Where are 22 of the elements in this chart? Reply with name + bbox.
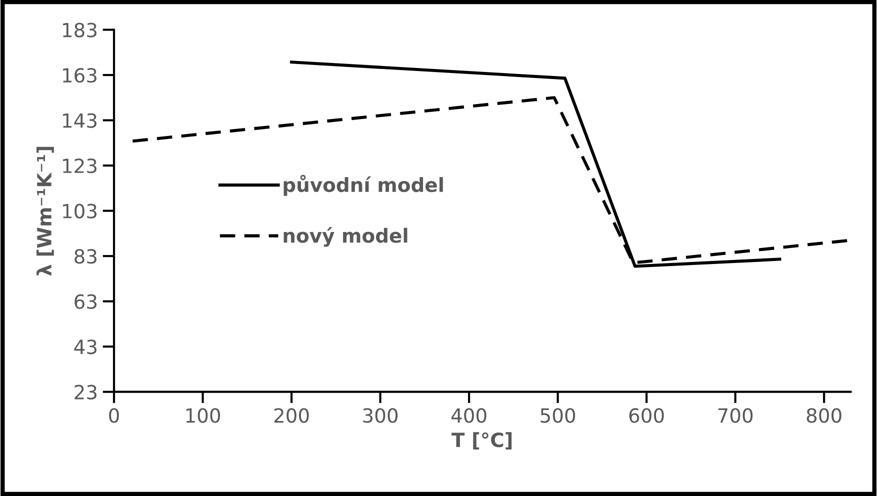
x-tick-label: 800 — [806, 408, 842, 423]
y-tick-label: 63 — [74, 294, 96, 309]
x-axis-title: T [°C] — [452, 432, 512, 450]
y-axis-title: λ [Wm⁻¹K⁻¹] — [36, 146, 54, 276]
y-tick-label: 83 — [74, 249, 96, 264]
y-tick-label: 163 — [63, 68, 96, 83]
y-tick-label: 123 — [63, 158, 96, 174]
x-tick-label: 500 — [540, 408, 576, 423]
x-tick-label: 0 — [109, 408, 119, 423]
x-tick-label: 200 — [274, 408, 309, 423]
x-tick-label: 400 — [451, 408, 486, 423]
y-tick-label: 103 — [63, 204, 96, 218]
y-tick-label: 143 — [63, 113, 96, 128]
x-tick-label: 700 — [718, 408, 753, 423]
x-tick-label: 100 — [186, 408, 220, 423]
y-tick-label: 43 — [74, 340, 96, 354]
y-tick-label: 183 — [63, 22, 96, 38]
legend-label: nový model — [284, 227, 408, 247]
y-tick-label: 23 — [74, 384, 96, 400]
x-tick-label: 300 — [363, 408, 398, 423]
legend-label: původní model — [284, 174, 443, 196]
x-tick-label: 600 — [629, 408, 664, 423]
